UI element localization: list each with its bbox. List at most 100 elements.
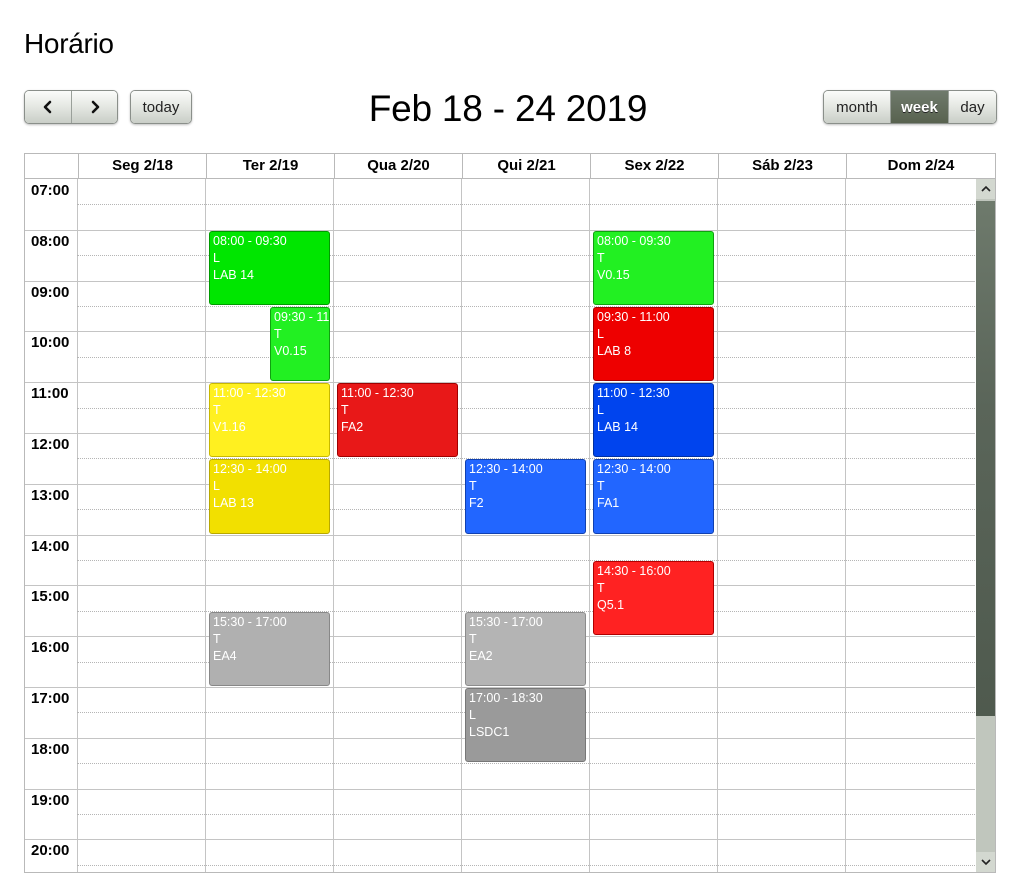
hour-line bbox=[25, 788, 975, 790]
calendar-scrollbar[interactable] bbox=[976, 179, 995, 872]
event-time: 12:30 - 14:00 bbox=[469, 462, 543, 477]
event-room: V1.16 bbox=[213, 420, 246, 435]
next-button[interactable] bbox=[71, 91, 117, 123]
hour-line bbox=[25, 687, 975, 688]
event-type: L bbox=[213, 479, 220, 494]
view-day-button[interactable]: day bbox=[948, 91, 996, 123]
hour-line bbox=[25, 534, 975, 536]
page-title: Horário bbox=[24, 28, 114, 59]
calendar-event[interactable]: 12:30 - 14:00 T F2 bbox=[465, 459, 586, 534]
view-week-button[interactable]: week bbox=[890, 91, 948, 123]
event-type: L bbox=[213, 250, 220, 265]
half-hour-line bbox=[77, 763, 975, 765]
event-time: 12:30 - 14:00 bbox=[213, 462, 287, 477]
event-time: 14:30 - 16:00 bbox=[597, 564, 671, 578]
hour-line bbox=[25, 331, 975, 333]
event-time: 08:00 - 09:30 bbox=[213, 233, 287, 248]
event-room: FA2 bbox=[341, 420, 364, 435]
calendar-event[interactable]: 08:00 - 09:30 L LAB 14 bbox=[209, 230, 330, 305]
half-hour-line bbox=[77, 356, 975, 358]
week-calendar: Seg 2/18 Ter 2/19 Qua 2/20 Qui 2/21 Sex 2/22… bbox=[24, 153, 996, 873]
today-button-group: today bbox=[130, 90, 192, 124]
calendar-event[interactable]: 11:00 - 12:30 T FA2 bbox=[337, 383, 458, 458]
day-column-divider bbox=[589, 179, 590, 872]
event-type: T bbox=[213, 403, 221, 418]
calendar-event[interactable]: 17:00 - 18:30 L LSDC1 bbox=[465, 688, 586, 763]
prev-button[interactable] bbox=[25, 91, 71, 123]
half-hour-line bbox=[77, 255, 975, 257]
view-month-button[interactable]: month bbox=[824, 91, 890, 123]
half-hour-line bbox=[77, 458, 975, 460]
time-label: 18:00 bbox=[31, 740, 70, 758]
day-header: Qui 2/21 bbox=[462, 154, 590, 178]
time-label: 14:00 bbox=[31, 537, 70, 555]
event-time: 11:00 - 12:30 bbox=[213, 386, 286, 401]
event-room: Q5.1 bbox=[597, 598, 625, 612]
time-label: 16:00 bbox=[31, 639, 70, 657]
day-header: Sex 2/22 bbox=[590, 154, 718, 178]
scroll-thumb[interactable] bbox=[976, 201, 995, 716]
event-room: F2 bbox=[469, 496, 484, 511]
event-type: T bbox=[274, 327, 282, 341]
calendar-event[interactable]: 12:30 - 14:00 L LAB 13 bbox=[209, 459, 330, 534]
calendar-event[interactable]: 11:00 - 12:30 L LAB 14 bbox=[593, 383, 714, 458]
view-switcher: month week day bbox=[823, 90, 997, 124]
event-room: V0.15 bbox=[597, 267, 630, 282]
time-label: 17:00 bbox=[31, 690, 70, 707]
header-corner bbox=[25, 154, 78, 178]
time-label: 19:00 bbox=[31, 791, 70, 809]
event-room: LAB 8 bbox=[597, 344, 632, 358]
calendar-body[interactable]: 07:00 08:00 09:00 10:00 11:00 12:00 13:00 14:00… bbox=[25, 179, 975, 872]
event-type: T bbox=[469, 479, 477, 494]
calendar-event[interactable]: 09:30 - 11: T V0.15 bbox=[270, 307, 330, 382]
time-label: 20:00 bbox=[31, 842, 70, 860]
event-time: 09:30 - 11: bbox=[274, 310, 330, 324]
time-label: 11:00 bbox=[31, 385, 69, 403]
event-type: T bbox=[213, 631, 221, 646]
time-label: 09:00 bbox=[31, 283, 70, 301]
event-time: 12:30 - 14:00 bbox=[597, 462, 671, 477]
event-type: T bbox=[597, 250, 605, 265]
time-label: 12:00 bbox=[31, 436, 70, 453]
calendar-event[interactable]: 09:30 - 11:00 L LAB 8 bbox=[593, 307, 714, 382]
time-label: 13:00 bbox=[31, 486, 70, 504]
day-column-divider bbox=[461, 179, 462, 872]
calendar-event[interactable]: 15:30 - 17:00 T EA2 bbox=[465, 611, 586, 686]
calendar-event[interactable]: 08:00 - 09:30 T V0.15 bbox=[593, 230, 714, 305]
chevron-up-icon bbox=[980, 185, 991, 192]
day-column-divider bbox=[205, 179, 206, 872]
day-header: Qua 2/20 bbox=[334, 154, 462, 178]
event-type: L bbox=[597, 327, 604, 341]
day-header: Sáb 2/23 bbox=[718, 154, 846, 178]
scroll-up-button[interactable] bbox=[976, 179, 995, 199]
calendar-event[interactable]: 11:00 - 12:30 T V1.16 bbox=[209, 383, 330, 458]
today-button[interactable]: today bbox=[131, 91, 191, 123]
half-hour-line bbox=[77, 864, 975, 866]
chevron-right-icon bbox=[91, 100, 99, 114]
event-room: LAB 14 bbox=[597, 420, 639, 435]
day-column-divider bbox=[77, 179, 78, 872]
time-label: 15:00 bbox=[31, 588, 70, 606]
half-hour-line bbox=[77, 610, 975, 612]
calendar-event[interactable]: 15:30 - 17:00 T EA4 bbox=[209, 611, 330, 686]
event-room: FA1 bbox=[597, 496, 620, 511]
scroll-down-button[interactable] bbox=[976, 852, 995, 872]
calendar-event[interactable]: 14:30 - 16:00 T Q5.1 bbox=[593, 561, 714, 636]
event-time: 11:00 - 12:30 bbox=[597, 386, 670, 401]
event-room: V0.15 bbox=[274, 344, 307, 358]
event-room: LSDC1 bbox=[469, 725, 510, 739]
date-range-title: Feb 18 - 24 2019 bbox=[368, 88, 648, 129]
time-label: 07:00 bbox=[31, 182, 70, 199]
hour-line bbox=[25, 839, 975, 841]
hour-line bbox=[25, 229, 975, 231]
hour-line bbox=[25, 382, 975, 384]
chevron-down-icon bbox=[980, 859, 991, 866]
event-time: 11:00 - 12:30 bbox=[341, 386, 414, 401]
event-type: T bbox=[341, 403, 349, 418]
hour-line bbox=[25, 585, 975, 587]
time-label: 10:00 bbox=[31, 334, 70, 352]
calendar-event[interactable]: 12:30 - 14:00 T FA1 bbox=[593, 459, 714, 534]
half-hour-line bbox=[77, 814, 975, 815]
half-hour-line bbox=[77, 204, 975, 206]
hour-line bbox=[25, 280, 975, 282]
